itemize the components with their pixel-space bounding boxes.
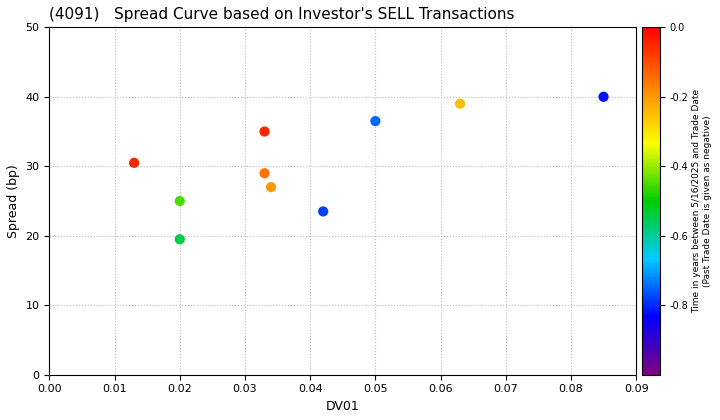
Point <box>174 198 186 205</box>
Point <box>318 208 329 215</box>
X-axis label: DV01: DV01 <box>326 400 359 413</box>
Point <box>174 236 186 243</box>
Y-axis label: Time in years between 5/16/2025 and Trade Date
(Past Trade Date is given as nega: Time in years between 5/16/2025 and Trad… <box>693 89 712 313</box>
Point <box>128 160 140 166</box>
Point <box>265 184 276 191</box>
Point <box>454 100 466 107</box>
Y-axis label: Spread (bp): Spread (bp) <box>7 164 20 238</box>
Text: (4091)   Spread Curve based on Investor's SELL Transactions: (4091) Spread Curve based on Investor's … <box>50 7 515 22</box>
Point <box>258 170 270 176</box>
Point <box>598 93 609 100</box>
Point <box>258 128 270 135</box>
Point <box>369 118 381 124</box>
